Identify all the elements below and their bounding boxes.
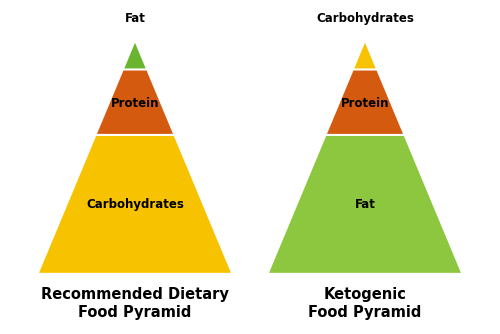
Text: Fat: Fat — [124, 12, 146, 25]
Text: Recommended Dietary
Food Pyramid: Recommended Dietary Food Pyramid — [41, 287, 229, 320]
Polygon shape — [352, 40, 378, 73]
Polygon shape — [38, 135, 232, 274]
Polygon shape — [122, 40, 148, 73]
Polygon shape — [324, 69, 406, 138]
Polygon shape — [94, 69, 176, 138]
Text: Fat: Fat — [354, 198, 376, 211]
Text: Protein: Protein — [111, 98, 159, 110]
Polygon shape — [268, 135, 462, 274]
Text: Protein: Protein — [341, 98, 389, 110]
Text: Ketogenic
Food Pyramid: Ketogenic Food Pyramid — [308, 287, 422, 320]
Text: Carbohydrates: Carbohydrates — [86, 198, 184, 211]
Text: Carbohydrates: Carbohydrates — [316, 12, 414, 25]
